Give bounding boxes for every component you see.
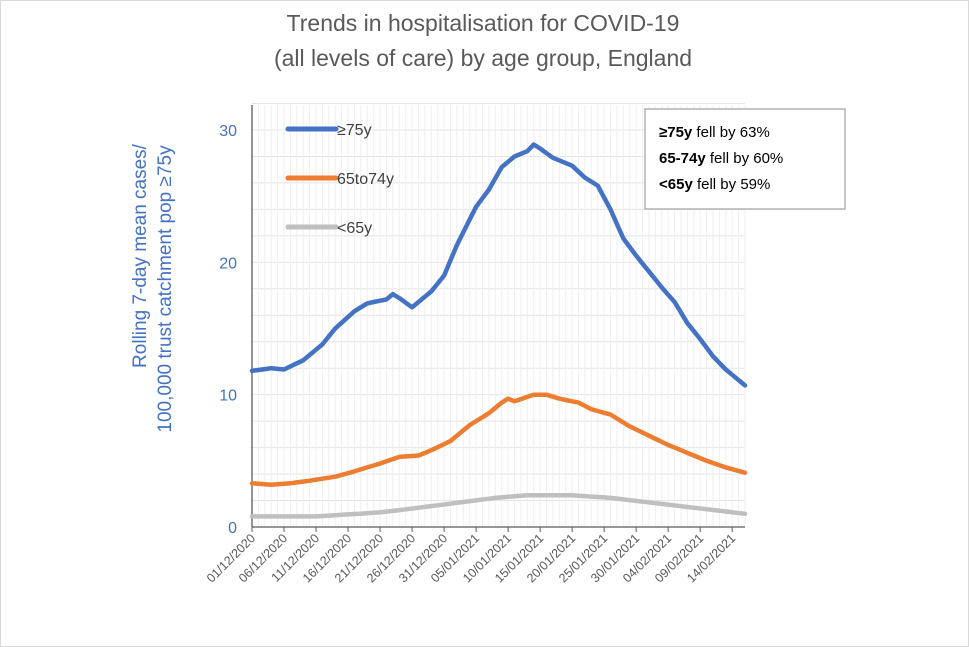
legend-label-75plus: ≥75y [337,122,372,139]
annotation-border [644,108,846,210]
series-line-0 [249,142,748,388]
legend-label-65to74: 65to74y [337,171,394,188]
legend-label-under65: <65y [337,220,372,237]
y-tick-label: 10 [219,388,237,405]
annotation-text-under65: fell by 59% [693,176,771,193]
y-tick-label: 0 [228,520,237,537]
annotation-text-75plus: fell by 63% [692,124,770,141]
series-line-2 [249,492,748,519]
y-tick-label: 30 [219,123,237,140]
annotation-group-65to74: 65-74y [659,150,706,167]
legend: ≥75y 65to74y <65y [285,122,394,237]
y-axis-label-line-2: 100,000 trust catchment pop ≥75y [155,145,176,433]
y-tick-labels: 0 10 20 30 [219,123,237,537]
annotation-group-75plus: ≥75y [659,124,693,141]
annotation-group-under65: <65y [659,176,693,193]
series-lines [249,142,748,519]
annotation-line-75plus: ≥75y fell by 63% [659,124,770,141]
chart-title-line-1: Trends in hospitalisation for COVID-19 [287,10,680,36]
series-line-1 [249,392,748,487]
annotation-line-under65: <65y fell by 59% [659,176,770,193]
chart-title-line-2: (all levels of care) by age group, Engla… [274,45,692,71]
annotation-line-65to74: 65-74y fell by 60% [659,150,783,167]
y-tick-label: 20 [219,255,237,272]
annotation-text-65to74: fell by 60% [706,150,784,167]
y-axis-label-line-1: Rolling 7-day mean cases/ [130,143,151,368]
x-tick-labels: 01/12/202006/12/202011/12/202016/12/2020… [204,527,738,585]
annotation-box: ≥75y fell by 63% 65-74y fell by 60% <65y… [644,108,846,210]
